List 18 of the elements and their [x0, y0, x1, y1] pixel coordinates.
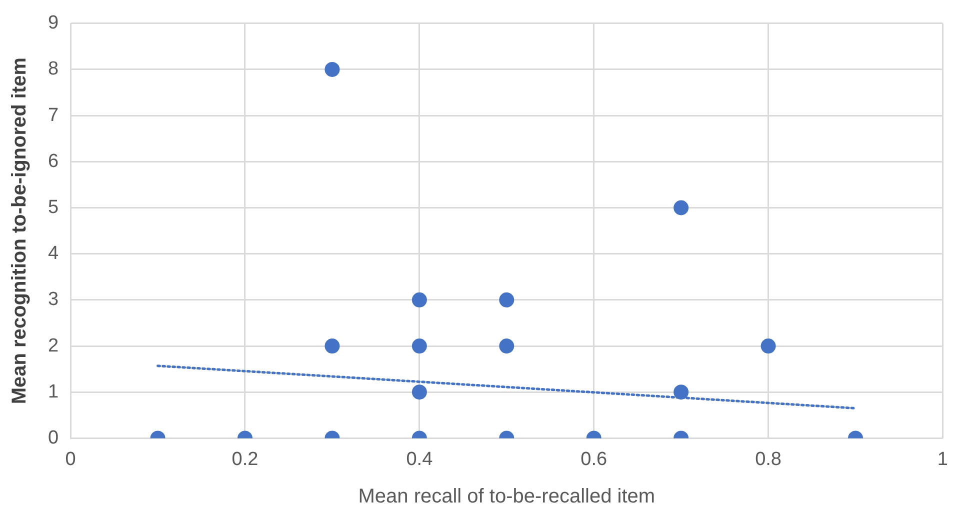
y-tick-label: 2 [48, 335, 59, 356]
y-tick-label: 5 [48, 196, 59, 218]
y-tick-label: 4 [48, 243, 59, 264]
y-tick-label: 8 [48, 58, 59, 80]
x-axis-title: Mean recall of to-be-recalled item [358, 486, 656, 508]
y-tick-label: 3 [48, 289, 59, 310]
y-tick-label: 9 [48, 12, 59, 34]
x-tick-label: 1 [937, 448, 948, 470]
y-tick-label: 0 [48, 427, 59, 448]
y-axis-title: Mean recognition to-be-ignored item [8, 57, 31, 404]
x-tick-label: 0.2 [232, 448, 258, 470]
x-tick-label: 0.6 [580, 448, 608, 470]
x-tick-label: 0.4 [406, 448, 434, 470]
y-tick-label: 1 [48, 381, 59, 402]
y-tick-label: 6 [48, 150, 59, 172]
x-tick-label: 0 [65, 448, 76, 470]
x-tick-label: 0.8 [755, 448, 782, 470]
y-tick-label: 7 [48, 104, 59, 126]
